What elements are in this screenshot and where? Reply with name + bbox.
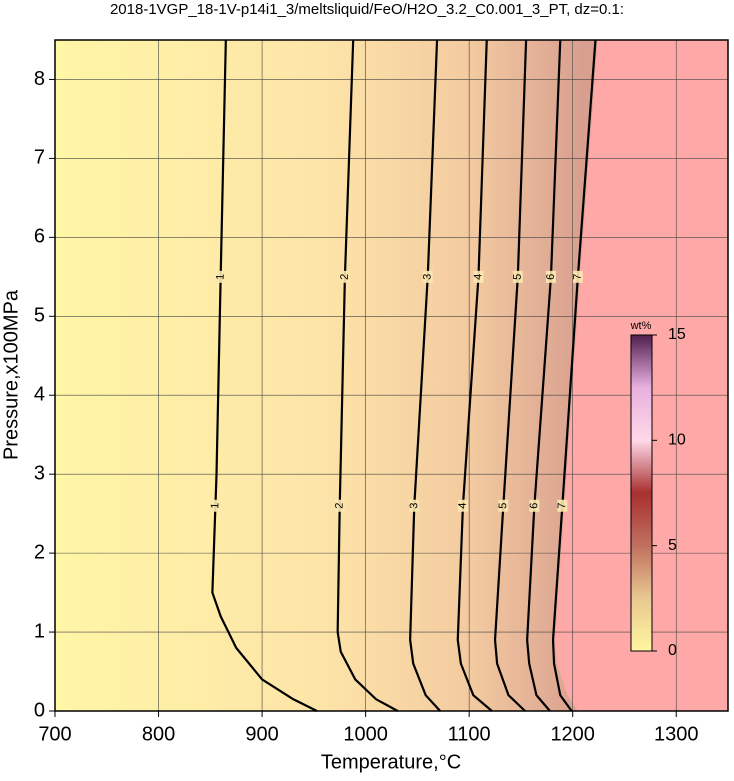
contour-label: 7 — [572, 274, 584, 281]
y-tick-label: 2 — [34, 541, 45, 563]
contour-label: 4 — [472, 274, 484, 281]
y-tick-label: 6 — [34, 226, 45, 248]
contour-label-bg — [557, 499, 568, 512]
colorbar-tick-label: 15 — [668, 326, 686, 343]
x-tick-label: 1200 — [550, 723, 595, 745]
y-axis-label: Pressure,x100MPa — [0, 289, 22, 460]
contour-label: 1 — [214, 274, 226, 281]
contour-line — [336, 39, 399, 712]
contour-label: 3 — [408, 502, 420, 509]
y-tick-label: 8 — [34, 68, 45, 90]
contour-label-bg — [572, 270, 583, 283]
contour-label: 3 — [422, 274, 434, 281]
x-tick-label: 1000 — [343, 723, 388, 745]
contour-label-bg — [512, 270, 523, 283]
contour-label-bg — [498, 499, 509, 512]
contour-label-bg — [422, 270, 433, 283]
contour-label: 1 — [209, 502, 221, 509]
contour-label-bg — [457, 499, 468, 512]
x-axis-label: Temperature,°C — [321, 751, 461, 773]
y-tick-label: 7 — [34, 147, 45, 169]
colorbar-tick-label: 5 — [668, 537, 677, 554]
y-tick-label: 5 — [34, 305, 45, 327]
colorbar-label: wt% — [630, 320, 652, 332]
x-tick-label: 1300 — [654, 723, 699, 745]
contour-label-bg — [334, 499, 345, 512]
x-tick-label: 700 — [38, 723, 71, 745]
colorbar-tick-label: 0 — [668, 642, 677, 659]
contour-label-bg — [473, 270, 484, 283]
y-tick-label: 3 — [34, 462, 45, 484]
x-tick-label: 1100 — [448, 723, 491, 745]
contour-label: 5 — [497, 502, 509, 509]
contour-label: 5 — [512, 274, 524, 281]
contour-label-bg — [529, 499, 540, 512]
chart-title: 2018-1VGP_18-1V-p14i1_3/meltsliquid/FeO/… — [110, 1, 624, 18]
contour-label: 2 — [339, 274, 351, 281]
y-tick-label: 4 — [34, 384, 45, 406]
contour-label-bg — [339, 270, 350, 283]
colorbar — [630, 334, 653, 652]
plot-frame — [54, 39, 729, 712]
contour-label: 6 — [528, 502, 540, 509]
contour-label: 6 — [545, 274, 557, 281]
contour-label-bg — [545, 270, 556, 283]
colorbar-tick-label: 10 — [668, 432, 686, 449]
contour-label: 7 — [556, 502, 568, 509]
contour-label-bg — [215, 270, 226, 283]
x-tick-label: 900 — [245, 723, 278, 745]
contour-label-bg — [409, 499, 420, 512]
contour-label: 2 — [334, 502, 346, 509]
contour-label-bg — [210, 499, 221, 512]
contour-label: 4 — [457, 502, 469, 509]
contour-line — [211, 39, 318, 712]
y-tick-label: 1 — [34, 620, 45, 642]
y-tick-label: 0 — [34, 699, 45, 721]
x-tick-label: 800 — [142, 723, 175, 745]
